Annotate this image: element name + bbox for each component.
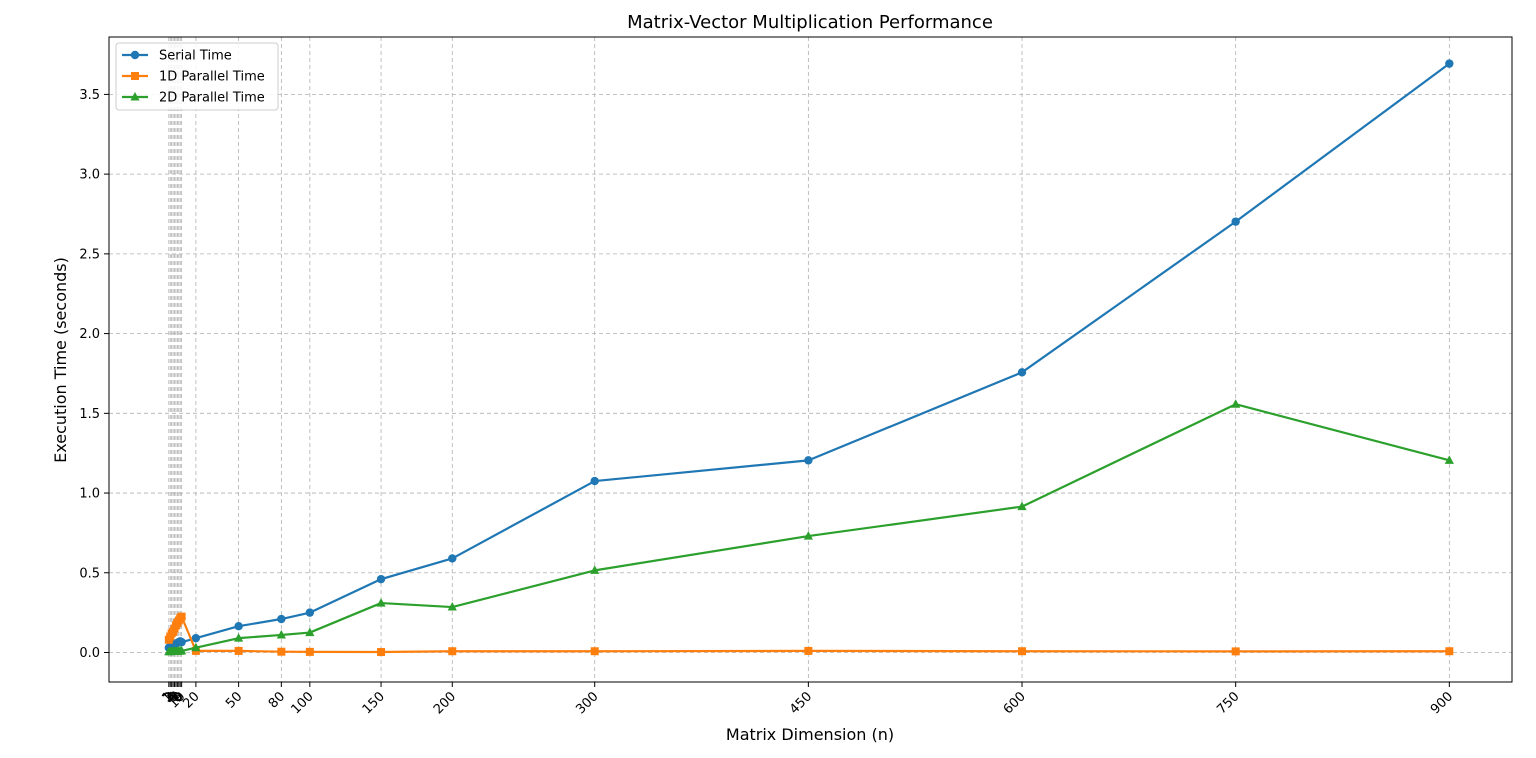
series-line xyxy=(168,403,1450,653)
data-point xyxy=(448,647,457,656)
x-tick-label: 100 xyxy=(289,689,317,717)
data-point xyxy=(1017,501,1027,511)
data-point xyxy=(590,476,599,486)
data-point xyxy=(377,648,386,657)
data-point xyxy=(590,647,599,656)
data-point xyxy=(1231,217,1240,226)
data-point xyxy=(803,531,813,540)
data-point xyxy=(277,647,286,656)
legend-label: Serial Time xyxy=(159,49,232,64)
data-point xyxy=(1018,647,1027,656)
legend-box xyxy=(115,42,279,111)
data-point xyxy=(177,612,186,621)
data-point xyxy=(276,629,286,639)
x-axis-label: Matrix Dimension (n) xyxy=(726,725,894,744)
data-point xyxy=(234,646,243,655)
data-point xyxy=(277,614,286,624)
series-group xyxy=(164,59,1454,657)
y-axis-label: Execution Time (seconds) xyxy=(51,257,70,463)
data-point xyxy=(804,646,813,655)
y-tick-label: 0.5 xyxy=(79,566,100,581)
x-tick-label: 80 xyxy=(266,689,288,711)
data-point xyxy=(1445,647,1454,656)
data-point xyxy=(305,608,315,617)
x-tick-label: 300 xyxy=(573,689,601,717)
x-tick-label: 50 xyxy=(223,689,245,711)
legend-marker xyxy=(130,92,140,101)
data-point xyxy=(305,647,314,656)
grid xyxy=(109,37,1512,682)
series-line xyxy=(167,615,1450,654)
y-tick-label: 3.0 xyxy=(79,168,100,183)
legend-label: 2D Parallel Time xyxy=(159,91,265,106)
data-point xyxy=(191,633,201,643)
data-point xyxy=(1017,368,1027,377)
y-axis: 0.0 0.5 1.0 1.5 2.0 2.5 3.0 3.5 xyxy=(79,88,109,661)
legend-marker xyxy=(130,50,140,60)
x-tick-label: 900 xyxy=(1428,689,1456,717)
x-tick-label: 20 xyxy=(180,689,202,711)
data-point xyxy=(1445,59,1454,68)
x-tick-label: 600 xyxy=(1001,689,1029,717)
y-tick-label: 2.0 xyxy=(79,327,100,342)
data-point xyxy=(305,627,315,637)
plot-area-frame xyxy=(108,36,1513,683)
data-point xyxy=(177,637,186,647)
data-point xyxy=(804,456,813,465)
chart-title: Matrix-Vector Multiplication Performance xyxy=(627,12,993,33)
series-2 xyxy=(164,612,1454,657)
data-point xyxy=(234,621,243,631)
x-tick-label: 450 xyxy=(787,689,815,717)
data-point xyxy=(177,645,187,655)
series-line xyxy=(168,62,1450,649)
series-3 xyxy=(164,399,1454,656)
x-tick-label: 150 xyxy=(360,689,388,717)
data-point xyxy=(1231,647,1240,656)
y-tick-label: 1.0 xyxy=(79,487,100,502)
data-point xyxy=(448,554,457,563)
data-point xyxy=(234,633,244,642)
y-tick-label: 3.5 xyxy=(79,88,100,103)
data-point xyxy=(590,565,600,574)
series-1 xyxy=(164,59,1454,652)
data-point xyxy=(1444,455,1454,464)
x-tick-label: 200 xyxy=(431,689,459,717)
data-point xyxy=(376,574,386,584)
y-tick-label: 2.5 xyxy=(79,247,100,262)
data-point xyxy=(1231,399,1241,408)
y-tick-label: 1.5 xyxy=(79,407,100,422)
x-tick-label: 750 xyxy=(1214,689,1242,717)
legend-label: 1D Parallel Time xyxy=(159,70,265,85)
data-point xyxy=(447,602,457,611)
legend-marker xyxy=(131,72,139,80)
legend: Serial Time 1D Parallel Time 2D Parallel T… xyxy=(115,42,279,111)
data-point xyxy=(376,598,386,607)
data-point xyxy=(191,642,201,652)
y-tick-label: 0.0 xyxy=(79,646,100,661)
